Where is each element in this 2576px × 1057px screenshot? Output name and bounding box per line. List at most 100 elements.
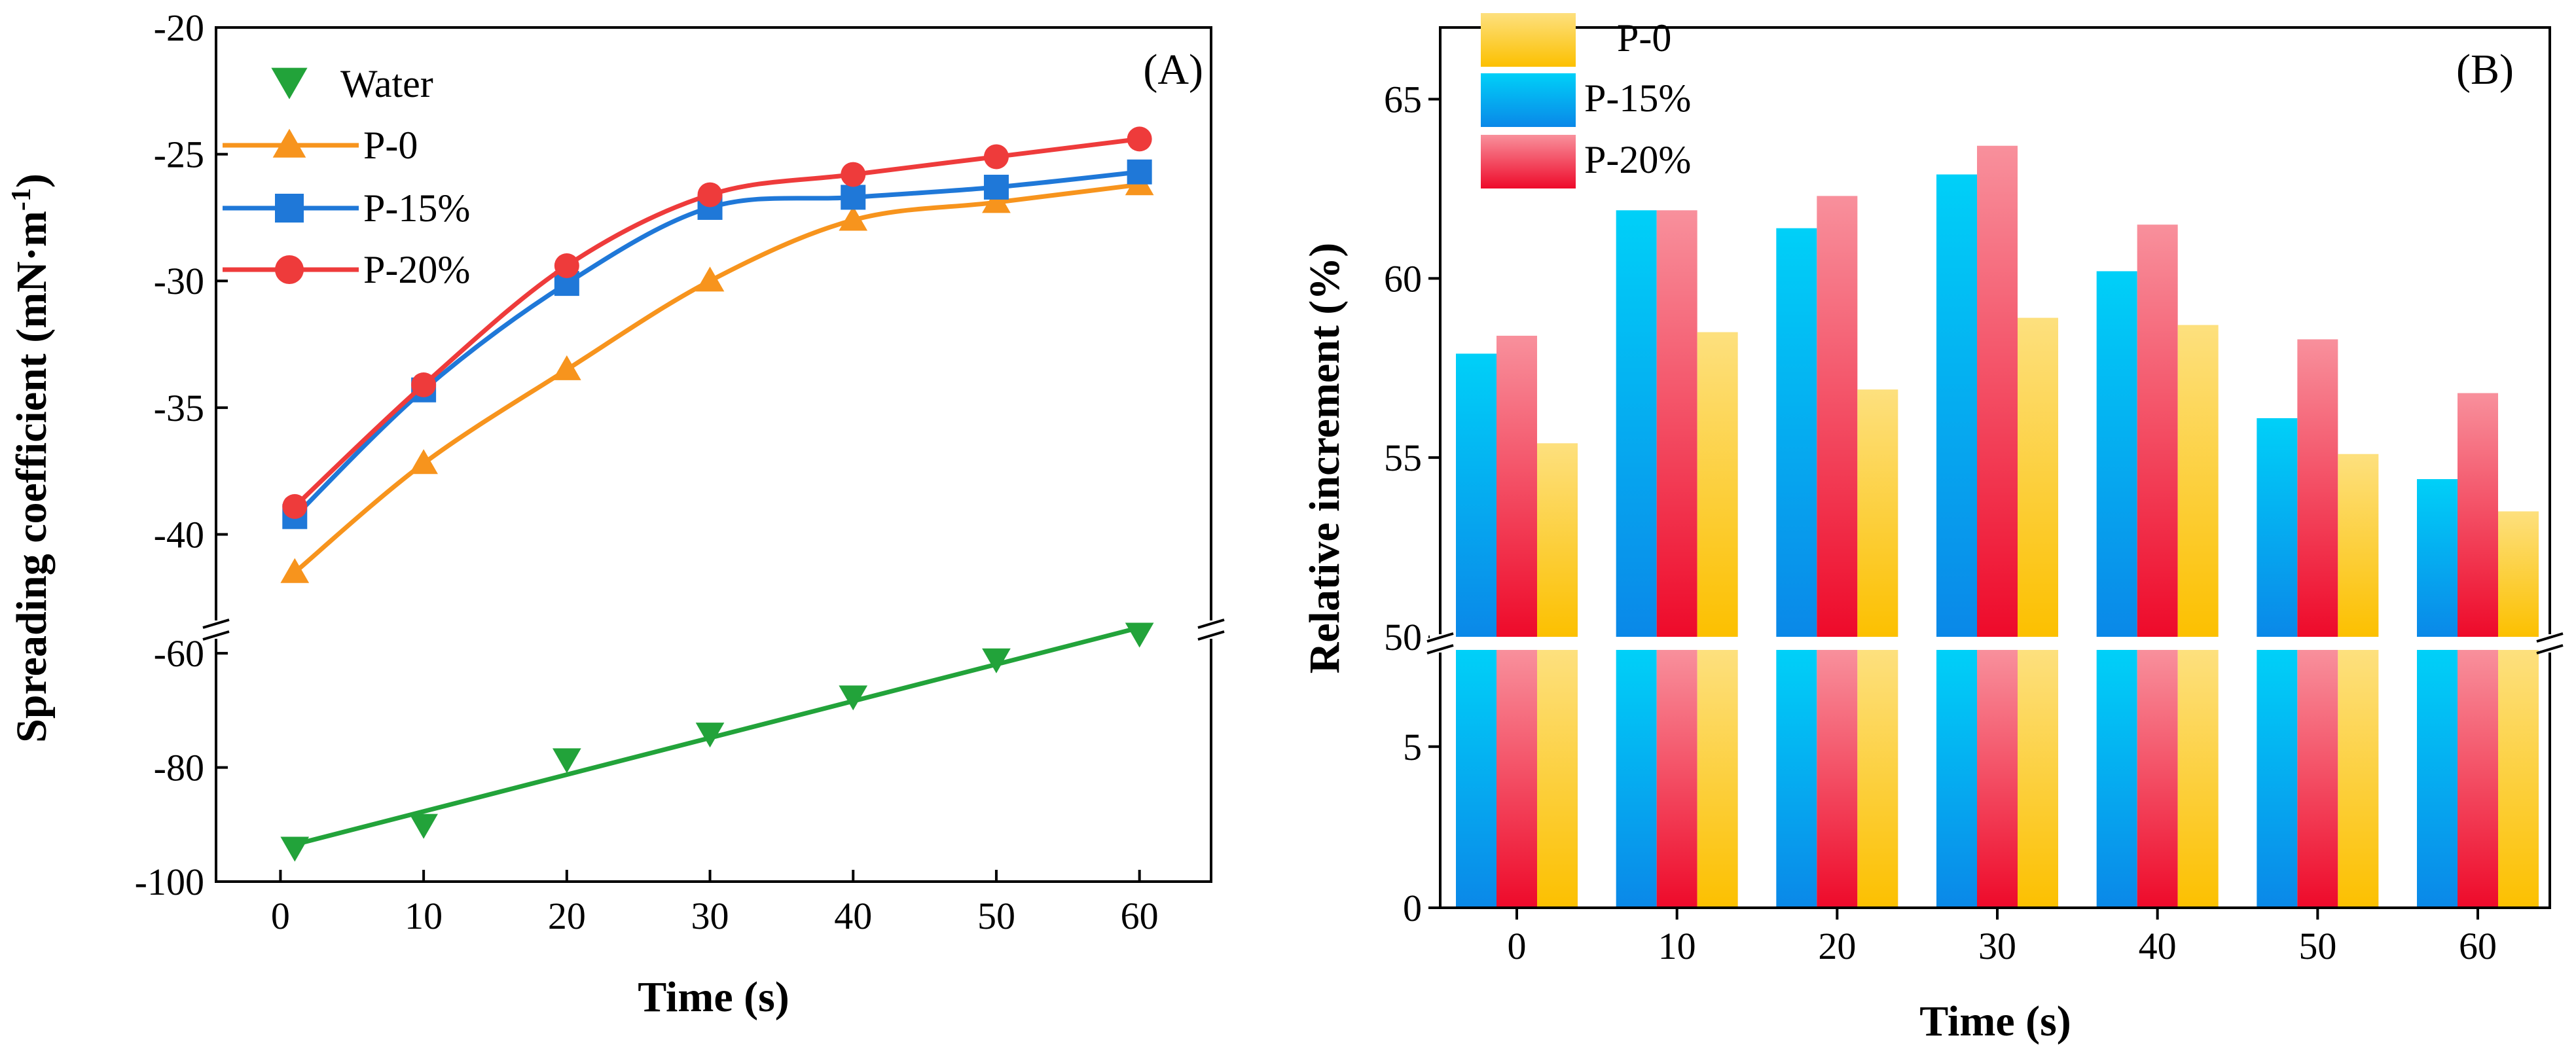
panel-b-y-tick-label: 5 bbox=[1403, 726, 1422, 768]
panel-a-y-axis-title-sup: -1 bbox=[7, 188, 37, 211]
bar-upper-segment bbox=[1497, 335, 1537, 637]
panel-a-data-point bbox=[552, 748, 581, 774]
panel-a-axis-break-right-line-1 bbox=[1197, 618, 1225, 629]
panel-b-legend-label: P-15% bbox=[1584, 77, 1691, 120]
panel-b-y-tick-label: 60 bbox=[1384, 257, 1422, 300]
panel-a-y-axis-title-main: Spreading coefficient (mN·m bbox=[8, 211, 56, 743]
panel-a-data-point bbox=[983, 144, 1009, 170]
bar-p-0-t0 bbox=[1537, 443, 1578, 908]
panel-a-data-point bbox=[1127, 126, 1152, 152]
panel-a-data-point bbox=[697, 182, 723, 207]
panel-a-legend: Water P-0 P-15% P-20% bbox=[223, 62, 470, 291]
panel-a-data-point bbox=[280, 836, 310, 862]
bar-upper-segment bbox=[2417, 479, 2458, 637]
panel-b-legend-swatch bbox=[1481, 73, 1576, 127]
bar-lower-segment bbox=[2096, 650, 2137, 908]
panel-b-break-gap bbox=[1442, 637, 2549, 650]
panel-a-chart: 0 10 20 30 40 50 60 -20 -25 -30 -35 -40 -60 -80 -100 (… bbox=[7, 7, 1225, 1021]
panel-b-x-tick-label: 50 bbox=[2298, 925, 2336, 967]
bar-lower-segment bbox=[2498, 650, 2539, 908]
bar-lower-segment bbox=[1656, 650, 1697, 908]
panel-a-data-point bbox=[841, 185, 866, 210]
panel-b-axis-break-left-line-2 bbox=[1426, 644, 1454, 654]
panel-a-y-tick-label: -60 bbox=[154, 632, 204, 675]
bar-lower-segment bbox=[2137, 650, 2178, 908]
bar-p-20--t20 bbox=[1817, 196, 1858, 908]
panel-a-x-tick-label: 40 bbox=[834, 895, 872, 937]
bar-p-15--t30 bbox=[1936, 174, 1977, 908]
bar-p-0-t30 bbox=[2018, 317, 2058, 908]
panel-b-x-tick-label: 0 bbox=[1508, 925, 1527, 967]
bar-lower-segment bbox=[1817, 650, 1858, 908]
bar-p-15--t0 bbox=[1456, 353, 1497, 908]
panel-a-data-point bbox=[552, 355, 581, 380]
panel-b-axis-break-right-line-1 bbox=[2536, 632, 2564, 643]
bar-lower-segment bbox=[1977, 650, 2018, 908]
panel-a-legend-label: Water bbox=[340, 62, 433, 105]
panel-b-label: (B) bbox=[2456, 46, 2514, 94]
bar-lower-segment bbox=[2177, 650, 2219, 908]
panel-a-data-point bbox=[839, 685, 868, 711]
bar-lower-segment bbox=[2417, 650, 2458, 908]
panel-a-data-point bbox=[695, 266, 725, 292]
panel-a-frame bbox=[215, 26, 1212, 883]
panel-b-y-tick-label: 50 bbox=[1384, 616, 1422, 658]
bar-upper-segment bbox=[2096, 271, 2137, 637]
panel-b-x-tick-label: 10 bbox=[1658, 925, 1696, 967]
panel-a-x-tick-label: 60 bbox=[1121, 895, 1159, 937]
panel-b-y-axis-title: Relative increment (%) bbox=[1301, 243, 1349, 674]
panel-a-label: (A) bbox=[1143, 46, 1203, 94]
bar-p-15--t50 bbox=[2257, 418, 2298, 908]
panel-a-y-tick-label: -25 bbox=[154, 134, 204, 176]
panel-b-frame bbox=[1439, 26, 2551, 909]
panel-b-x-tick-label: 40 bbox=[2139, 925, 2177, 967]
bar-lower-segment bbox=[1537, 650, 1578, 908]
panel-a-y-tick-label: -100 bbox=[135, 861, 204, 903]
panel-a-y-tick-label: -80 bbox=[154, 747, 204, 789]
bar-p-0-t10 bbox=[1697, 332, 1738, 908]
bar-p-20--t10 bbox=[1656, 210, 1697, 908]
panel-a-data-point bbox=[411, 372, 437, 397]
panel-a-x-tick-label: 10 bbox=[405, 895, 443, 937]
panel-a-data-point bbox=[695, 723, 725, 748]
panel-a-x-tick-label: 30 bbox=[691, 895, 729, 937]
bar-upper-segment bbox=[2458, 393, 2498, 637]
panel-a-data-point bbox=[982, 648, 1011, 673]
bar-lower-segment bbox=[1616, 650, 1657, 908]
panel-b-legend-swatch bbox=[1481, 135, 1576, 188]
bar-lower-segment bbox=[1776, 650, 1817, 908]
bar-p-0-t60 bbox=[2498, 511, 2539, 908]
panel-a-series-p-20- bbox=[282, 126, 1152, 519]
panel-a-series-p-0 bbox=[280, 170, 1154, 583]
bar-upper-segment bbox=[1817, 196, 1858, 637]
bar-p-15--t40 bbox=[2096, 271, 2137, 908]
bar-lower-segment bbox=[2257, 650, 2298, 908]
panel-a-axis-break-left-line-1 bbox=[202, 618, 230, 629]
panel-b-x-tick-label: 60 bbox=[2459, 925, 2497, 967]
panel-b-y-tick-label: 65 bbox=[1384, 79, 1422, 121]
panel-b-y-tick-label: 55 bbox=[1384, 437, 1422, 479]
panel-a-data-point bbox=[841, 162, 866, 187]
bar-upper-segment bbox=[2018, 317, 2058, 637]
panel-b-legend-label: P-0 bbox=[1617, 16, 1671, 60]
bar-lower-segment bbox=[1456, 650, 1497, 908]
bar-p-15--t10 bbox=[1616, 210, 1657, 908]
panel-a-data-point bbox=[554, 253, 579, 278]
bar-upper-segment bbox=[1616, 210, 1657, 637]
bar-p-0-t20 bbox=[1857, 389, 1898, 908]
panel-a-legend-label: P-15% bbox=[363, 187, 470, 230]
bar-upper-segment bbox=[1537, 443, 1578, 637]
bar-upper-segment bbox=[2177, 325, 2219, 637]
panel-b-x-axis-title: Time (s) bbox=[1919, 997, 2071, 1045]
panel-a-x-axis-title: Time (s) bbox=[638, 973, 789, 1021]
panel-a-legend-marker bbox=[275, 194, 304, 223]
panel-a-legend-label: P-20% bbox=[363, 248, 470, 291]
panel-a-x-tick-label: 0 bbox=[271, 895, 290, 937]
bar-upper-segment bbox=[2137, 224, 2178, 637]
panel-a-y-axis-title-close: ) bbox=[8, 173, 56, 188]
bar-lower-segment bbox=[1936, 650, 1977, 908]
bar-p-20--t0 bbox=[1497, 335, 1537, 908]
panel-a-x-tick-label: 50 bbox=[977, 895, 1015, 937]
panel-a-data-point bbox=[983, 174, 1009, 200]
